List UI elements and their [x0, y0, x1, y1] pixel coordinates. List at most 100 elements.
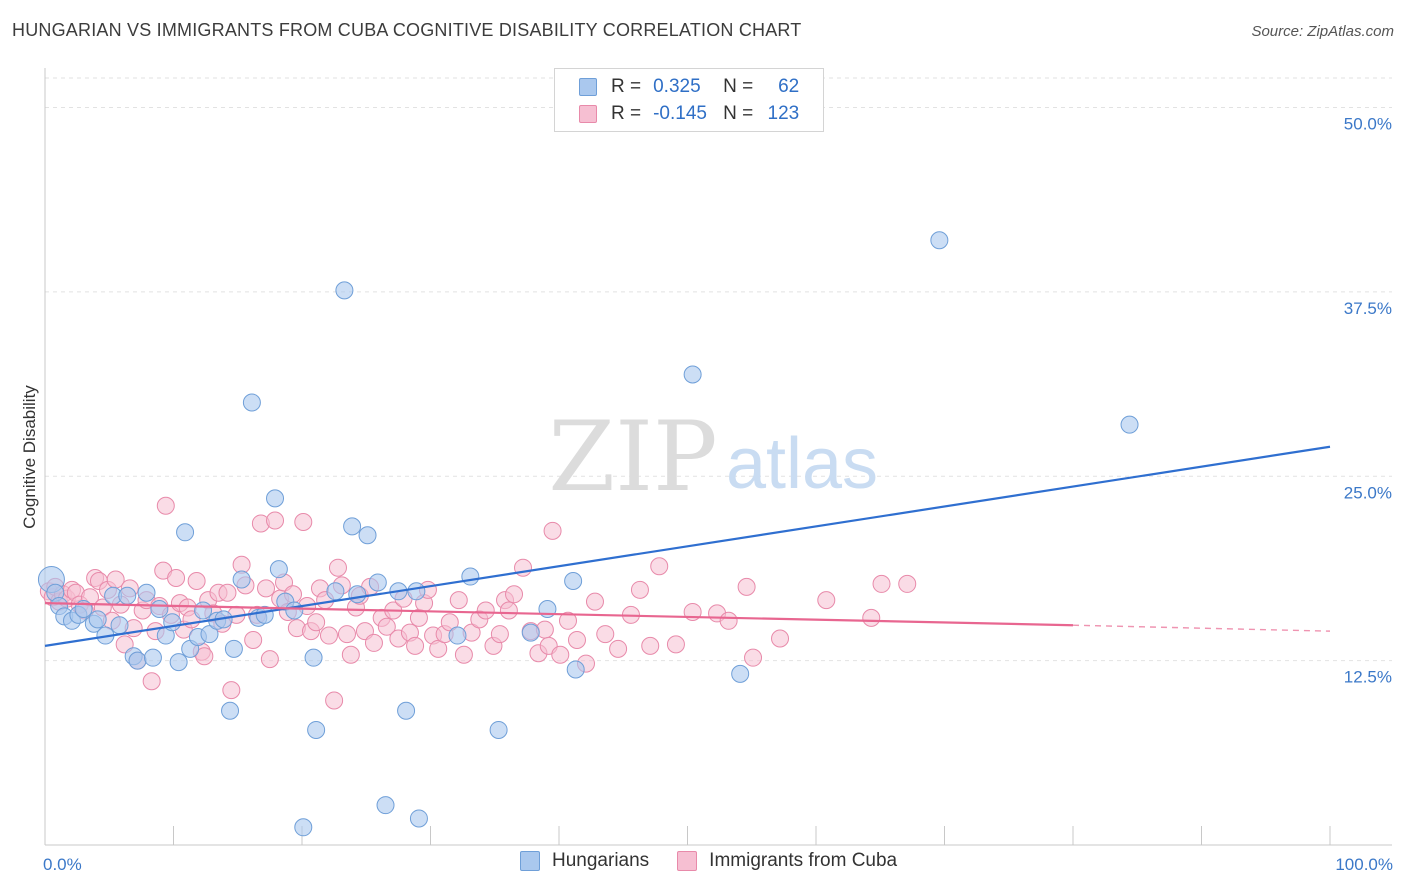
hungarian-point — [566, 660, 585, 679]
cuba-point — [364, 633, 383, 652]
cuba-point — [156, 496, 175, 515]
hungarian-point — [150, 600, 169, 618]
legend-row-hungarians: R = 0.325 N = 62 — [555, 74, 799, 100]
cuba-point — [872, 574, 891, 593]
n-value: 62 — [778, 76, 800, 97]
hungarian-point — [143, 648, 162, 667]
cuba-point — [187, 571, 206, 590]
hungarian-point — [326, 582, 345, 601]
pink-swatch-icon — [677, 851, 698, 871]
hungarian-point — [285, 601, 304, 620]
hungarian-point — [368, 573, 387, 592]
cuba-point — [244, 630, 263, 649]
hungarian-point — [1120, 415, 1139, 434]
trend-lines — [44, 445, 1331, 647]
chart-title: HUNGARIAN VS IMMIGRANTS FROM CUBA COGNIT… — [12, 20, 802, 40]
cuba-point — [476, 601, 495, 620]
cuba-point — [325, 691, 344, 710]
hungarian-points — [37, 231, 1139, 837]
hungarian-point — [307, 720, 326, 739]
hungarian-point — [242, 393, 261, 412]
cuba-point — [543, 521, 562, 540]
pink-swatch-icon — [579, 105, 597, 123]
x-tick-label: 100.0% — [1335, 855, 1393, 874]
n-label: N = — [723, 76, 754, 97]
hungarian-point — [137, 583, 156, 602]
hungarian-point — [409, 809, 428, 828]
cuba-trend-extension — [1072, 624, 1331, 632]
hungarian-point — [489, 720, 508, 739]
cuba-point — [294, 512, 313, 531]
source-label: Source: ZipAtlas.com — [1251, 23, 1394, 40]
cuba-point — [719, 611, 738, 630]
cuba-point — [666, 635, 685, 654]
cuba-point — [499, 601, 518, 620]
hungarian-point — [176, 523, 195, 542]
cuba-point — [862, 608, 881, 627]
hungarian-point — [128, 651, 147, 670]
watermark: ZIP atlas — [548, 401, 878, 513]
hungarian-point — [376, 796, 395, 815]
hungarian-point — [335, 281, 354, 300]
hungarian-point — [118, 586, 137, 605]
cuba-point — [454, 645, 473, 664]
series-legend: Hungarians Immigrants from Cuba — [520, 850, 925, 872]
cuba-point — [195, 647, 214, 666]
n-label: N = — [723, 103, 754, 124]
cuba-point — [490, 625, 509, 644]
cuba-point — [737, 577, 756, 596]
hungarian-point — [930, 231, 949, 250]
cuba-point — [641, 636, 660, 655]
hungarian-point — [194, 601, 213, 620]
hungarian-point — [224, 639, 243, 658]
r-label: R = — [611, 76, 642, 97]
correlation-legend: R = 0.325 N = 62 R = -0.145 N = 123 — [554, 68, 824, 132]
hungarian-point — [348, 585, 367, 604]
cuba-point — [341, 645, 360, 664]
hungarian-point — [88, 610, 107, 629]
n-value: 123 — [767, 103, 800, 124]
hungarian-point — [200, 625, 219, 644]
hungarian-point — [169, 653, 188, 672]
cuba-point — [257, 579, 276, 598]
cuba-point — [898, 574, 917, 593]
hungarian-point — [269, 560, 288, 579]
hungarian-point — [232, 570, 251, 589]
y-tick-label: 12.5% — [1344, 668, 1392, 687]
cuba-point — [609, 639, 628, 658]
hungarian-point — [407, 582, 426, 601]
cuba-point — [328, 558, 347, 577]
legend-item-cuba[interactable]: Immigrants from Cuba — [677, 850, 897, 872]
cuba-point — [449, 591, 468, 610]
cuba-trend-line — [44, 602, 1074, 627]
hungarian-point — [110, 616, 129, 635]
y-tick-label: 37.5% — [1344, 299, 1392, 318]
hungarian-point — [521, 623, 540, 642]
cuba-point — [377, 617, 396, 636]
hungarian-point — [448, 626, 467, 645]
cuba-point — [222, 681, 241, 700]
cuba-point — [307, 613, 326, 632]
hungarian-trend-line — [44, 445, 1331, 647]
legend-item-hungarians[interactable]: Hungarians — [520, 850, 649, 872]
cuba-point — [319, 626, 338, 645]
r-label: R = — [611, 103, 642, 124]
cuba-point — [337, 625, 356, 644]
cuba-point — [260, 650, 279, 669]
watermark-atlas: atlas — [726, 424, 878, 504]
cuba-point — [218, 583, 237, 602]
hungarian-point — [397, 701, 416, 720]
cuba-point — [567, 630, 586, 649]
x-tick-label: 0.0% — [43, 855, 82, 874]
hungarian-point — [163, 613, 182, 632]
legend-row-cuba: R = -0.145 N = 123 — [555, 101, 799, 127]
hungarian-point — [221, 701, 240, 720]
hungarian-point — [683, 365, 702, 384]
r-value: -0.145 — [653, 103, 707, 124]
tick-labels: 12.5% 25.0% 37.5% 50.0% 0.0% 100.0% — [43, 115, 1393, 875]
cuba-point — [744, 648, 763, 667]
hungarian-point — [731, 664, 750, 683]
cuba-point — [167, 569, 186, 588]
legend-label-cuba: Immigrants from Cuba — [709, 850, 898, 871]
